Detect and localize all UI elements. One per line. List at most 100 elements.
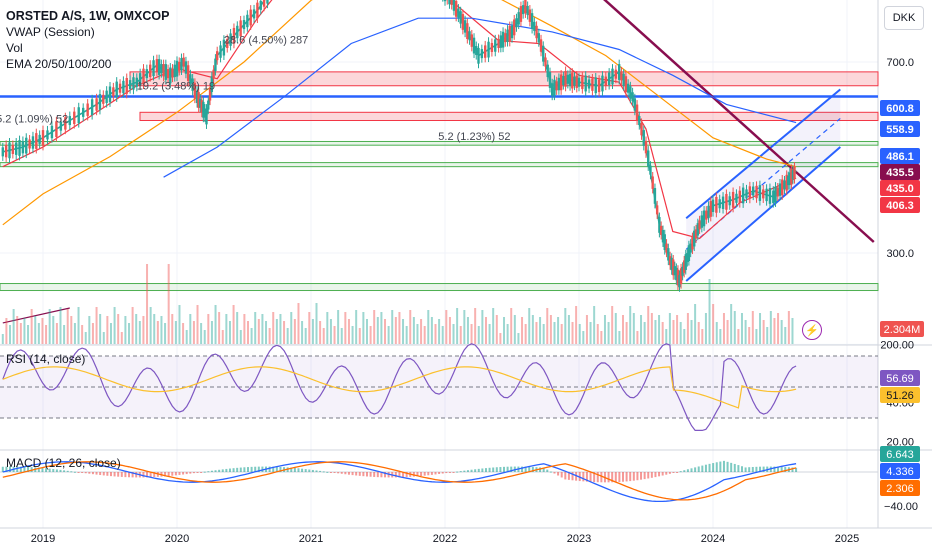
macd-histogram-bar (704, 464, 707, 472)
volume-bar (484, 317, 487, 344)
candle-body (653, 188, 657, 204)
candle-body (601, 75, 604, 92)
candle-body (203, 108, 207, 118)
fib-annotation: 5.2 (1.23%) 52 (438, 131, 510, 143)
candle-body (537, 33, 540, 43)
candle-body (508, 26, 511, 42)
volume-bar (441, 326, 444, 344)
candle-body (210, 76, 214, 92)
rsi-label[interactable]: RSI (14, close) (6, 352, 86, 366)
macd-histogram-bar (117, 472, 120, 477)
macd-histogram-bar (369, 472, 372, 477)
volume-badge-label: 2.304M (884, 324, 921, 336)
volume-bar (117, 314, 120, 344)
currency-button[interactable]: DKK (884, 6, 924, 30)
volume-bar (45, 325, 48, 344)
macd-histogram-bar (362, 472, 365, 477)
macd-histogram-bar (701, 465, 704, 472)
macd-histogram-bar (5, 466, 8, 472)
macd-histogram-bar (19, 466, 22, 472)
candle-body (577, 77, 581, 87)
macd-badge (880, 446, 920, 462)
candle-body (182, 57, 185, 67)
volume-bar (167, 264, 170, 344)
volume-bar (737, 329, 740, 344)
volume-bar (164, 323, 167, 344)
candle-body (197, 92, 200, 108)
alert-bolt-icon[interactable]: ⚡ (802, 320, 822, 340)
candle-body (791, 170, 795, 180)
macd-histogram-bar (200, 472, 203, 473)
volume-bar (600, 331, 603, 344)
volume-bar (265, 321, 268, 344)
candle-body (105, 90, 108, 104)
volume-bar (12, 309, 15, 344)
candle-body (59, 121, 63, 131)
macd-histogram-bar (546, 469, 549, 472)
macd-histogram-bar (654, 472, 657, 478)
volume-bar (142, 316, 145, 344)
volume-bar (643, 322, 646, 344)
macd-histogram-bar (506, 466, 509, 472)
volume-bar (174, 321, 177, 344)
candle-body (655, 205, 659, 215)
candle-body (555, 81, 558, 91)
volume-bar (531, 315, 534, 344)
volume-bar (495, 315, 498, 344)
candle-body (718, 199, 721, 209)
macd-histogram-bar (636, 472, 639, 481)
candle-body (618, 64, 621, 80)
candle-body (68, 116, 71, 126)
macd-histogram-bar (355, 472, 358, 476)
macd-histogram-bar (499, 467, 502, 472)
rsi-ma-badge-label: 51.26 (886, 390, 914, 402)
volume-bar (384, 319, 387, 344)
macd-histogram-bar (737, 465, 740, 472)
candle-body (661, 230, 665, 243)
candle-body (551, 83, 554, 96)
volume-bar (622, 315, 625, 344)
macd-histogram-bar (784, 467, 787, 472)
candle-body (594, 77, 597, 94)
candle-body (499, 35, 503, 48)
macd-histogram-bar (319, 470, 322, 472)
volume-bar (726, 320, 729, 344)
macd-histogram-bar (167, 472, 170, 477)
macd-label[interactable]: MACD (12, 26, close) (6, 456, 121, 470)
macd-histogram-bar (329, 472, 332, 473)
candle-body (259, 0, 262, 10)
macd-histogram-bar (481, 468, 484, 472)
candle-body (55, 121, 58, 138)
volume-bar (138, 321, 141, 344)
candle-body (644, 140, 648, 154)
volume-bar (77, 307, 80, 344)
macd-histogram-bar (658, 472, 661, 477)
macd-histogram-bar (528, 466, 531, 472)
candle-body (487, 41, 490, 58)
macd-histogram-bar (531, 466, 534, 472)
price-level-label: 558.9 (886, 124, 914, 136)
rsi-ma-line (2, 366, 797, 409)
candle-body (202, 101, 205, 118)
candle-body (199, 98, 202, 108)
volume-bar (510, 308, 513, 344)
volume-bar (398, 312, 401, 344)
macd-histogram-bar (373, 472, 376, 477)
volume-bar (733, 311, 736, 344)
macd-histogram-bar (744, 467, 747, 472)
candle-body (77, 107, 80, 124)
candle-body (122, 80, 125, 94)
volume-bar (210, 321, 213, 344)
candle-body (226, 38, 229, 49)
macd-histogram-bar (477, 468, 480, 472)
macd-histogram-bar (347, 472, 350, 475)
candle-body (788, 172, 792, 185)
macd-histogram-bar (304, 469, 307, 472)
candle-body (31, 136, 35, 149)
volume-bar (387, 326, 390, 344)
macd-histogram-bar (106, 472, 109, 476)
macd-histogram-bar (668, 472, 671, 474)
candle-body (702, 210, 706, 227)
candle-body (504, 33, 507, 43)
